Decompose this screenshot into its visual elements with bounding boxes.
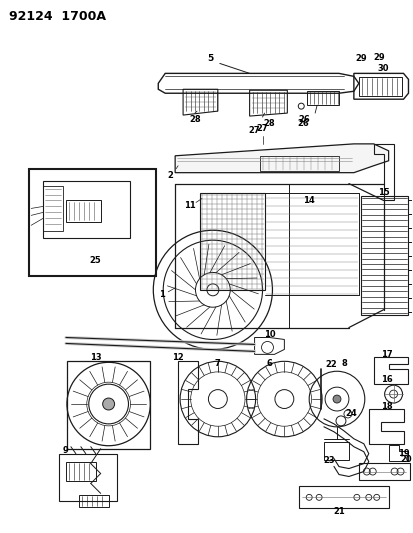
Circle shape	[332, 395, 340, 403]
Text: 12: 12	[172, 353, 183, 362]
Text: 5: 5	[206, 54, 213, 63]
Text: 23: 23	[323, 456, 334, 465]
Bar	[43, 181, 130, 238]
Text: 24: 24	[344, 409, 356, 418]
Bar	[66, 462, 95, 481]
Text: 27: 27	[256, 125, 268, 133]
Bar	[299, 487, 388, 508]
Text: 8: 8	[340, 359, 346, 368]
Bar	[78, 495, 108, 507]
Text: 10: 10	[263, 330, 275, 339]
Text: 19: 19	[397, 449, 408, 458]
Text: 15: 15	[377, 188, 389, 197]
Text: 29: 29	[354, 54, 366, 63]
Text: 7: 7	[214, 359, 220, 368]
Text: 29: 29	[372, 53, 384, 62]
Bar	[360, 196, 408, 314]
Polygon shape	[175, 144, 388, 173]
Bar	[199, 192, 264, 290]
Text: 17: 17	[380, 350, 392, 359]
Text: 26: 26	[298, 115, 309, 124]
Text: 28: 28	[263, 118, 275, 127]
Text: 14: 14	[303, 196, 314, 205]
Bar	[29, 169, 156, 276]
Text: 26: 26	[297, 118, 309, 127]
Text: 6: 6	[266, 359, 272, 368]
Text: 13: 13	[90, 353, 101, 362]
Text: 11: 11	[184, 201, 195, 210]
Bar	[43, 185, 63, 231]
Text: 22: 22	[324, 360, 336, 369]
Text: 21: 21	[332, 507, 344, 516]
Bar	[323, 442, 348, 459]
Text: 25: 25	[90, 255, 101, 264]
Text: 18: 18	[380, 402, 392, 411]
Text: 27: 27	[248, 126, 260, 135]
Text: 16: 16	[380, 375, 392, 384]
Text: 20: 20	[400, 455, 411, 464]
Text: 9: 9	[63, 446, 69, 455]
Text: 2: 2	[167, 171, 173, 180]
Text: 30: 30	[377, 64, 389, 73]
Circle shape	[102, 398, 114, 410]
Text: 92124  1700A: 92124 1700A	[9, 10, 106, 23]
Bar	[59, 454, 116, 502]
Text: 28: 28	[189, 115, 200, 124]
Bar	[66, 200, 100, 222]
Bar	[358, 463, 409, 480]
Text: 1: 1	[159, 290, 165, 300]
